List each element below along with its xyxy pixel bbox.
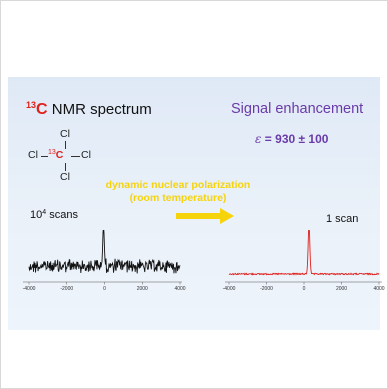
right-spectrum-plot: -4000 -2000 0 2000 4000 <box>223 230 385 292</box>
tick-label: 4000 <box>373 286 384 292</box>
tick-label: 2000 <box>137 286 148 292</box>
left-spectrum-plot: -4000 -2000 0 2000 4000 <box>23 230 186 292</box>
tick-label: -2000 <box>60 286 73 292</box>
chlorine-bottom: Cl <box>60 171 70 183</box>
tick-label: -2000 <box>260 286 273 292</box>
right-title: Signal enhancement <box>231 101 364 117</box>
right-scans-label: 1 scan <box>326 213 359 225</box>
left-spectrum-trace <box>28 230 181 274</box>
carbon-13-center: 13C <box>48 149 63 161</box>
enhancement-text: = 930 ± 100 <box>264 132 329 146</box>
bond-top <box>65 141 66 149</box>
tick-label: 0 <box>303 286 306 292</box>
chlorine-right: Cl <box>81 149 91 161</box>
center-superscript: 13 <box>48 149 56 156</box>
right-ticks: -4000 -2000 0 2000 4000 <box>223 282 385 292</box>
right-spectrum-trace <box>228 230 380 276</box>
enhancement-value: ε = 930 ± 100 <box>255 132 328 146</box>
bond-bottom <box>65 163 66 171</box>
chlorine-top: Cl <box>60 128 70 140</box>
scans-text: scans <box>46 209 78 221</box>
carbon-symbol: C <box>36 101 48 118</box>
left-scans-label: 104 scans <box>30 209 78 221</box>
dnp-label: dynamic nuclear polarization (room tempe… <box>103 179 253 205</box>
arrow-icon <box>176 208 234 224</box>
molecule-structure: Cl Cl 13C Cl Cl <box>28 128 118 188</box>
bond-right <box>71 156 80 157</box>
dnp-line1: dynamic nuclear polarization <box>105 179 251 191</box>
isotope-superscript: 13 <box>26 100 37 110</box>
tick-label: -4000 <box>223 286 236 292</box>
tick-label: 4000 <box>174 286 185 292</box>
figure-panel <box>8 77 380 330</box>
dnp-line2: (room temperature) <box>129 192 227 204</box>
scans-base: 10 <box>30 209 43 221</box>
epsilon-symbol: ε <box>255 132 262 146</box>
bond-left <box>41 156 48 157</box>
chlorine-left: Cl <box>28 149 38 161</box>
left-title: 13C NMR spectrum <box>26 100 152 119</box>
tick-label: 2000 <box>336 286 347 292</box>
tick-label: 0 <box>103 286 106 292</box>
left-ticks: -4000 -2000 0 2000 4000 <box>23 282 186 292</box>
scans-exponent: 4 <box>42 209 47 216</box>
center-carbon-symbol: C <box>55 149 64 161</box>
tick-label: -4000 <box>23 286 36 292</box>
left-title-text: NMR spectrum <box>47 101 152 118</box>
